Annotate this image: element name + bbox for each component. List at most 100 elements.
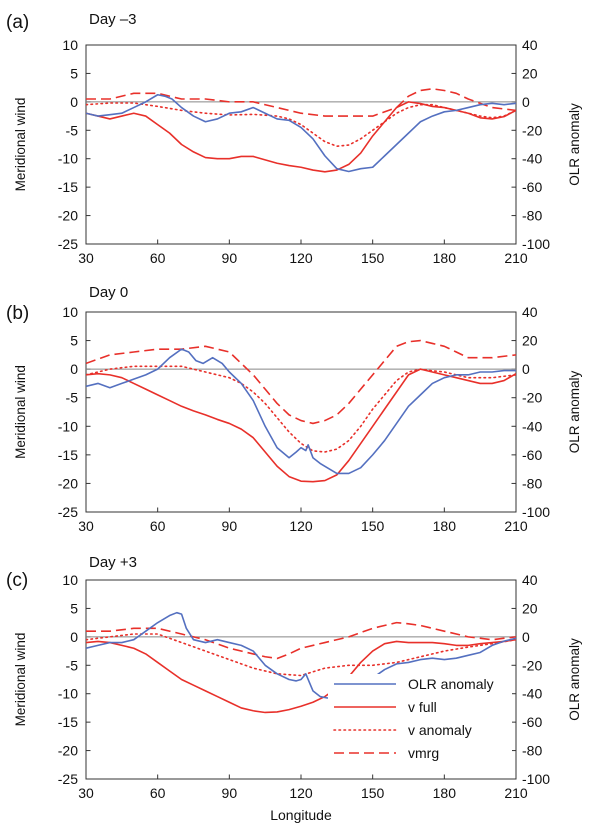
panel-c: (c) Day +3 Meridional wind OLR anomaly 3… (6, 554, 582, 823)
x-tick-label: 60 (150, 785, 166, 801)
x-tick-label: 150 (361, 785, 385, 801)
plot-area (86, 611, 516, 714)
y-tick-label-left: -25 (58, 504, 78, 520)
y-axis-label-left: Meridional wind (13, 633, 28, 727)
y-tick-label-right: 0 (522, 361, 530, 377)
x-tick-label: 150 (361, 518, 385, 534)
y-tick-label-left: -20 (58, 208, 78, 224)
y-tick-label-left: -15 (58, 179, 78, 195)
y-ticks-right: 40 20 0 -20 -40 -60 -80 -100 (511, 572, 550, 787)
y-tick-label-right: -60 (522, 179, 542, 195)
x-axis-label: Longitude (270, 807, 332, 823)
y-tick-label-right: -80 (522, 743, 542, 759)
series-line-v-full (86, 101, 516, 173)
y-axis-label-left: Meridional wind (13, 98, 28, 192)
y-axis-label-left: Meridional wind (13, 365, 28, 459)
plot-area (86, 339, 516, 483)
plot-area (86, 87, 516, 173)
y-tick-label-left: 0 (70, 629, 78, 645)
y-tick-label-left: -20 (58, 743, 78, 759)
series-line-olr-anomaly (86, 93, 516, 173)
series-line-v-full (86, 368, 516, 483)
y-tick-label-left: -15 (58, 714, 78, 730)
legend: OLR anomaly v full v anomaly vmrg (328, 674, 512, 774)
y-tick-label-left: 10 (62, 37, 78, 53)
y-axis-label-right: OLR anomaly (567, 103, 582, 186)
x-tick-label: 90 (222, 250, 238, 266)
y-tick-label-left: 10 (62, 304, 78, 320)
legend-label: OLR anomaly (408, 676, 494, 692)
plot-frame (85, 311, 517, 513)
y-tick-label-left: 5 (70, 333, 78, 349)
y-tick-label-left: -25 (58, 236, 78, 252)
y-tick-label-left: 5 (70, 65, 78, 81)
y-tick-label-left: 10 (62, 572, 78, 588)
panel-a: (a) Day –3 Meridional wind OLR anomaly 3… (6, 11, 582, 266)
y-tick-label-right: 20 (522, 333, 538, 349)
x-tick-label: 30 (78, 785, 94, 801)
x-ticks: 30 60 90 120 150 180 210 (78, 239, 528, 266)
legend-label: v full (408, 699, 437, 715)
x-tick-label: 210 (504, 785, 528, 801)
series-line-vmrg (86, 621, 516, 660)
panel-title: Day +3 (89, 554, 137, 571)
x-tick-label: 210 (504, 250, 528, 266)
y-tick-label-right: 40 (522, 304, 538, 320)
y-tick-label-right: -20 (522, 657, 542, 673)
y-tick-label-right: 20 (522, 600, 538, 616)
y-tick-label-right: 40 (522, 37, 538, 53)
y-tick-label-left: 0 (70, 361, 78, 377)
x-tick-label: 30 (78, 250, 94, 266)
legend-box (328, 674, 512, 774)
series-line-olr-anomaly (86, 348, 516, 475)
y-tick-label-right: 0 (522, 94, 530, 110)
series-line-olr-anomaly (86, 611, 516, 699)
y-tick-label-right: -40 (522, 418, 542, 434)
y-tick-label-left: -15 (58, 447, 78, 463)
y-ticks-right: 40 20 0 -20 -40 -60 -80 -100 (511, 304, 550, 520)
y-ticks-left: 10 5 0 -5 -10 -15 -20 -25 (58, 37, 91, 252)
series-line-v-anomaly (86, 365, 516, 453)
panel-label: (a) (6, 12, 29, 33)
y-ticks-right: 40 20 0 -20 -40 -60 -80 -100 (511, 37, 550, 252)
y-tick-label-left: -10 (58, 418, 78, 434)
y-tick-label-right: -100 (522, 236, 550, 252)
panel-label: (c) (6, 570, 28, 591)
series-line-v-full (86, 638, 516, 714)
panel-title: Day –3 (89, 11, 137, 28)
panel-title: Day 0 (89, 284, 128, 301)
y-axis-label-right: OLR anomaly (567, 638, 582, 721)
y-tick-label-right: 0 (522, 629, 530, 645)
legend-label: v anomaly (408, 722, 472, 738)
x-tick-label: 60 (150, 250, 166, 266)
y-tick-label-right: -40 (522, 151, 542, 167)
y-tick-label-right: -100 (522, 504, 550, 520)
y-tick-label-right: -60 (522, 714, 542, 730)
x-tick-label: 120 (289, 518, 313, 534)
x-tick-label: 60 (150, 518, 166, 534)
legend-label: vmrg (408, 745, 439, 761)
x-tick-label: 150 (361, 250, 385, 266)
y-axis-label-right: OLR anomaly (567, 370, 582, 453)
x-tick-label: 210 (504, 518, 528, 534)
x-tick-label: 90 (222, 785, 238, 801)
y-tick-label-left: -25 (58, 771, 78, 787)
x-ticks: 30 60 90 120 150 180 210 (78, 774, 528, 801)
x-tick-label: 120 (289, 250, 313, 266)
panel-b: (b) Day 0 Meridional wind OLR anomaly 30… (6, 284, 582, 534)
series-line-vmrg (86, 87, 516, 117)
y-tick-label-right: -40 (522, 686, 542, 702)
y-tick-label-left: -20 (58, 475, 78, 491)
y-tick-label-left: -5 (66, 122, 79, 138)
x-ticks: 30 60 90 120 150 180 210 (78, 507, 528, 534)
y-tick-label-left: 5 (70, 600, 78, 616)
y-tick-label-right: -20 (522, 122, 542, 138)
y-tick-label-right: -20 (522, 390, 542, 406)
x-tick-label: 180 (433, 250, 457, 266)
x-tick-label: 180 (433, 785, 457, 801)
y-tick-label-left: 0 (70, 94, 78, 110)
y-tick-label-right: -80 (522, 208, 542, 224)
x-tick-label: 30 (78, 518, 94, 534)
panel-label: (b) (6, 303, 29, 324)
